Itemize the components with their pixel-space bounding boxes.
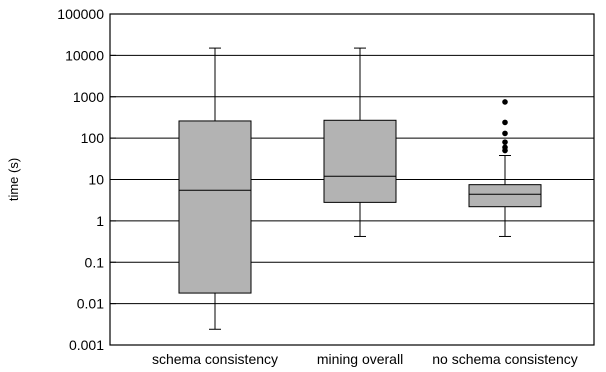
y-tick-label: 1 <box>96 213 104 229</box>
outlier-point <box>502 144 508 151</box>
y-tick-label: 10 <box>88 172 104 188</box>
box-3 <box>468 99 542 237</box>
y-tick-label: 100000 <box>57 6 104 22</box>
y-axis-ticks: 0.001 0.01 0.1 1 10 100 1000 10000 100000 <box>57 6 116 353</box>
y-tick-label: 0.01 <box>77 296 104 312</box>
iqr-box <box>178 120 252 294</box>
y-axis-title: time (s) <box>6 158 21 201</box>
outlier-point <box>502 99 508 105</box>
iqr-box <box>468 184 542 208</box>
y-tick-label: 1000 <box>73 89 104 105</box>
box-2 <box>323 47 397 237</box>
boxes <box>178 47 542 330</box>
category-label: mining overall <box>317 351 403 367</box>
iqr-box <box>323 119 397 203</box>
outlier-point <box>502 130 508 137</box>
y-tick-label: 0.001 <box>69 337 104 353</box>
category-label: no schema consistency <box>432 351 578 367</box>
outlier-point <box>502 139 508 145</box>
outlier-point <box>502 119 508 126</box>
category-label: schema consistency <box>152 351 278 367</box>
box-1 <box>178 47 252 330</box>
y-tick-label: 0.1 <box>85 254 105 270</box>
y-tick-label: 100 <box>81 130 105 146</box>
category-labels: schema consistency mining overall no schem… <box>152 351 578 367</box>
plot-frame <box>109 13 595 346</box>
y-tick-label: 10000 <box>65 47 104 63</box>
